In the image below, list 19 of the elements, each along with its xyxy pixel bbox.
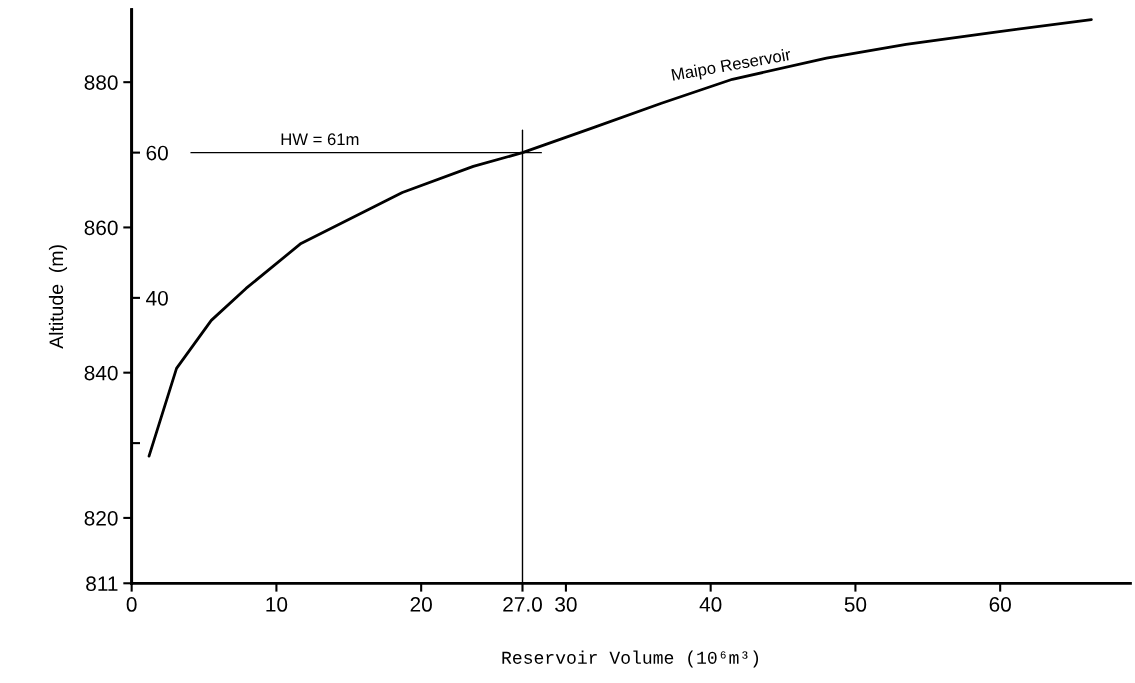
x-axis-title: Reservoir Volume (10⁶m³)	[502, 650, 759, 668]
x-tick-label: 60	[989, 597, 1011, 612]
x-tick-label: 40	[699, 597, 722, 612]
x-tick-label: 50	[844, 597, 867, 612]
x-tick-label: 0	[126, 597, 137, 612]
y-tick-label: 811	[86, 576, 118, 592]
x-tick-label: 27.0	[503, 597, 542, 612]
annotation: HW = 61m	[281, 133, 359, 146]
y2-tick-label: 40	[146, 290, 168, 306]
y-tick-label: 820	[84, 510, 118, 526]
y2-tick-label: 60	[146, 145, 168, 161]
text: Maipo Reservoir	[671, 47, 792, 85]
y-tick-label: 860	[84, 220, 118, 236]
x-tick-label: 30	[555, 597, 577, 612]
x-tick-label: 20	[410, 597, 432, 612]
y-tick-label: 880	[84, 75, 118, 90]
x-tick-label: 10	[266, 597, 288, 612]
y-tick-label: 840	[84, 365, 118, 381]
y-axis-title: Altitude (m)	[48, 245, 68, 349]
